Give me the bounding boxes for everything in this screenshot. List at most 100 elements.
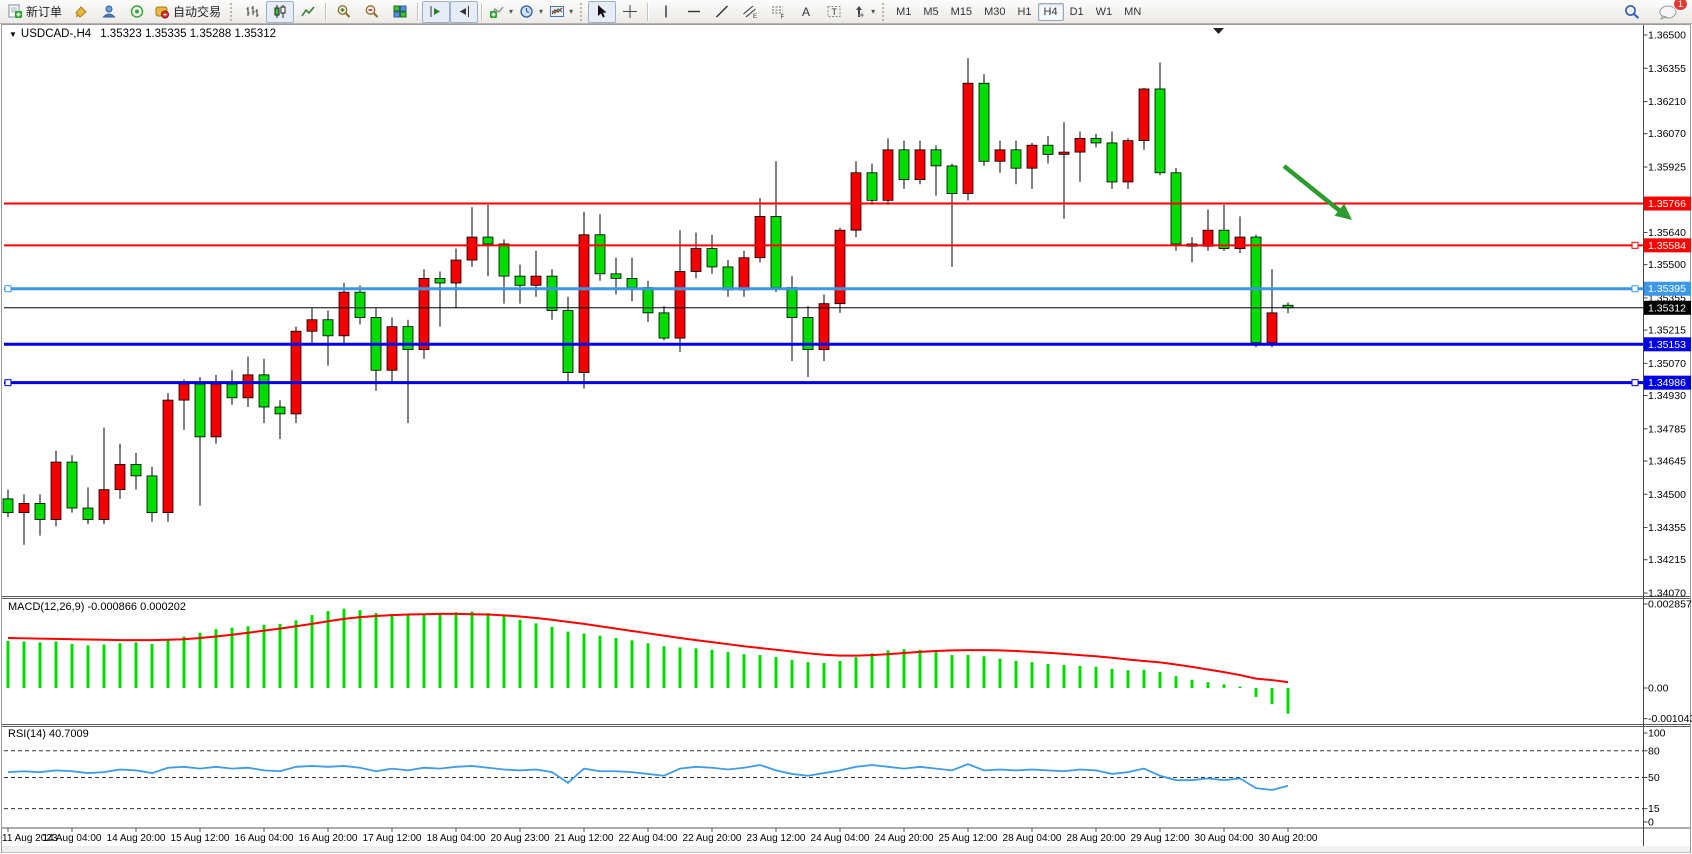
- chat-bubble-icon: [1658, 4, 1678, 20]
- zoom-out-button[interactable]: [358, 1, 386, 23]
- candle-body: [690, 248, 702, 272]
- time-tick-label: 16 Aug 04:00: [235, 833, 294, 844]
- cursor-button[interactable]: [588, 0, 617, 23]
- candle-body: [930, 149, 942, 167]
- macd-histogram-bar: [454, 612, 458, 688]
- tab-h4[interactable]: H4: [1037, 2, 1064, 21]
- fibonacci-button[interactable]: F: [764, 1, 792, 23]
- tab-d1[interactable]: D1: [1069, 5, 1084, 18]
- notifications-button[interactable]: 1: [1654, 0, 1688, 23]
- chart-ohlc-values: 1.35323 1.35335 1.35288 1.35312: [100, 28, 277, 40]
- macd-pane: 0.002857 0.00 -0.001043: [6, 599, 1692, 725]
- price-tick-label: 1.36355: [1648, 63, 1686, 75]
- line-anchor-marker[interactable]: [4, 285, 12, 293]
- new-order-button[interactable]: 新订单: [4, 1, 67, 23]
- templates-button[interactable]: ▾: [546, 1, 576, 23]
- macd-histogram-bar: [358, 610, 362, 688]
- macd-histogram-bar: [230, 627, 234, 688]
- text-button[interactable]: A: [792, 1, 820, 23]
- chart-shift-icon: [456, 4, 472, 19]
- tab-w1[interactable]: W1: [1095, 5, 1113, 18]
- periods-button[interactable]: ▾: [516, 1, 546, 23]
- auto-scroll-button[interactable]: [422, 0, 451, 23]
- experts-button[interactable]: [95, 1, 123, 23]
- candle-body: [898, 149, 910, 181]
- line-price-label-bg: [1644, 375, 1691, 390]
- arrow-annotation[interactable]: [1282, 164, 1352, 220]
- styler-button[interactable]: [67, 1, 95, 23]
- macd-histogram-bar: [678, 647, 682, 688]
- vertical-line-button[interactable]: [652, 1, 680, 23]
- zoom-in-button[interactable]: [330, 1, 358, 23]
- candle-body: [706, 248, 718, 268]
- time-tick-label: 23 Aug 12:00: [747, 833, 806, 844]
- tile-windows-button[interactable]: [386, 1, 414, 23]
- autotrading-icon: [154, 4, 170, 19]
- macd-histogram-bar: [1014, 660, 1018, 688]
- line-anchor-marker[interactable]: [4, 379, 12, 387]
- price-tick-label: 1.35070: [1648, 358, 1686, 370]
- macd-axis-label: -0.001043: [1648, 713, 1692, 725]
- macd-histogram-bar: [102, 644, 106, 688]
- tab-m30[interactable]: M30: [984, 5, 1006, 18]
- price-tick-label: 1.34500: [1648, 489, 1686, 501]
- dropdown-arrow-icon: ▾: [569, 7, 574, 16]
- macd-histogram-bar: [470, 611, 474, 688]
- autotrading-button[interactable]: 自动交易: [151, 1, 226, 23]
- rsi-indicator-label: RSI(14) 40.7009: [8, 728, 89, 740]
- search-button[interactable]: [1618, 1, 1646, 23]
- time-tick-label: 11 Aug 2023: [2, 833, 58, 844]
- tab-h1[interactable]: H1: [1017, 5, 1032, 18]
- time-tick-label: 28 Aug 04:00: [1003, 833, 1062, 844]
- crosshair-button[interactable]: [616, 1, 644, 23]
- horizontal-line-button[interactable]: [680, 1, 708, 23]
- macd-histogram-bar: [1110, 668, 1114, 688]
- svg-text:E: E: [753, 14, 757, 19]
- tab-m1[interactable]: M1: [896, 5, 912, 18]
- equidistant-channel-button[interactable]: E: [736, 1, 764, 23]
- chart-shift-button[interactable]: [450, 0, 479, 23]
- candle-body: [82, 507, 94, 520]
- tab-m5[interactable]: M5: [923, 5, 939, 18]
- candle-body: [770, 216, 782, 288]
- arrows-button[interactable]: ▾: [848, 1, 878, 23]
- macd-histogram-bar: [1286, 688, 1290, 714]
- tab-m15[interactable]: M15: [950, 5, 973, 18]
- candle-body: [882, 149, 894, 201]
- dropdown-arrow-icon: ▾: [539, 7, 544, 16]
- line-chart-button[interactable]: [294, 1, 322, 23]
- text-label-button[interactable]: T: [820, 1, 848, 23]
- macd-histogram-bar: [582, 633, 586, 688]
- line-anchor-marker[interactable]: [1631, 241, 1639, 249]
- macd-histogram-bar: [390, 613, 394, 688]
- candlestick-chart-button[interactable]: [266, 0, 295, 23]
- macd-histogram-bar: [998, 658, 1002, 688]
- candle-body: [274, 406, 286, 415]
- tab-mn[interactable]: MN: [1124, 5, 1142, 18]
- trendline-button[interactable]: [708, 1, 736, 23]
- chart-shift-marker[interactable]: [1213, 28, 1224, 34]
- candle-body: [98, 489, 110, 520]
- macd-histogram-bar: [1062, 665, 1066, 688]
- line-anchor-marker[interactable]: [1631, 285, 1639, 293]
- macd-histogram-bar: [790, 660, 794, 688]
- macd-histogram-bar: [1046, 663, 1050, 688]
- line-price-label: 1.35584: [1648, 240, 1686, 252]
- macd-histogram-bar: [950, 655, 954, 688]
- indicators-button[interactable]: ▾: [486, 1, 516, 23]
- macd-histogram-bar: [342, 608, 346, 688]
- candle-body: [754, 216, 766, 259]
- candle-body: [658, 312, 670, 339]
- price-tick-label: 1.34785: [1648, 423, 1686, 435]
- candle-body: [242, 374, 254, 399]
- macd-histogram-bar: [902, 649, 906, 688]
- tile-windows-icon: [392, 4, 408, 19]
- candle-body: [466, 236, 478, 261]
- bar-chart-button[interactable]: [238, 1, 266, 23]
- symbol-dropdown-icon[interactable]: ▼: [9, 30, 17, 39]
- line-anchor-marker[interactable]: [1631, 379, 1639, 387]
- candle-body: [1010, 149, 1022, 169]
- macd-histogram-bar: [1222, 684, 1226, 688]
- signals-button[interactable]: [123, 1, 151, 23]
- candle-body: [1122, 140, 1134, 183]
